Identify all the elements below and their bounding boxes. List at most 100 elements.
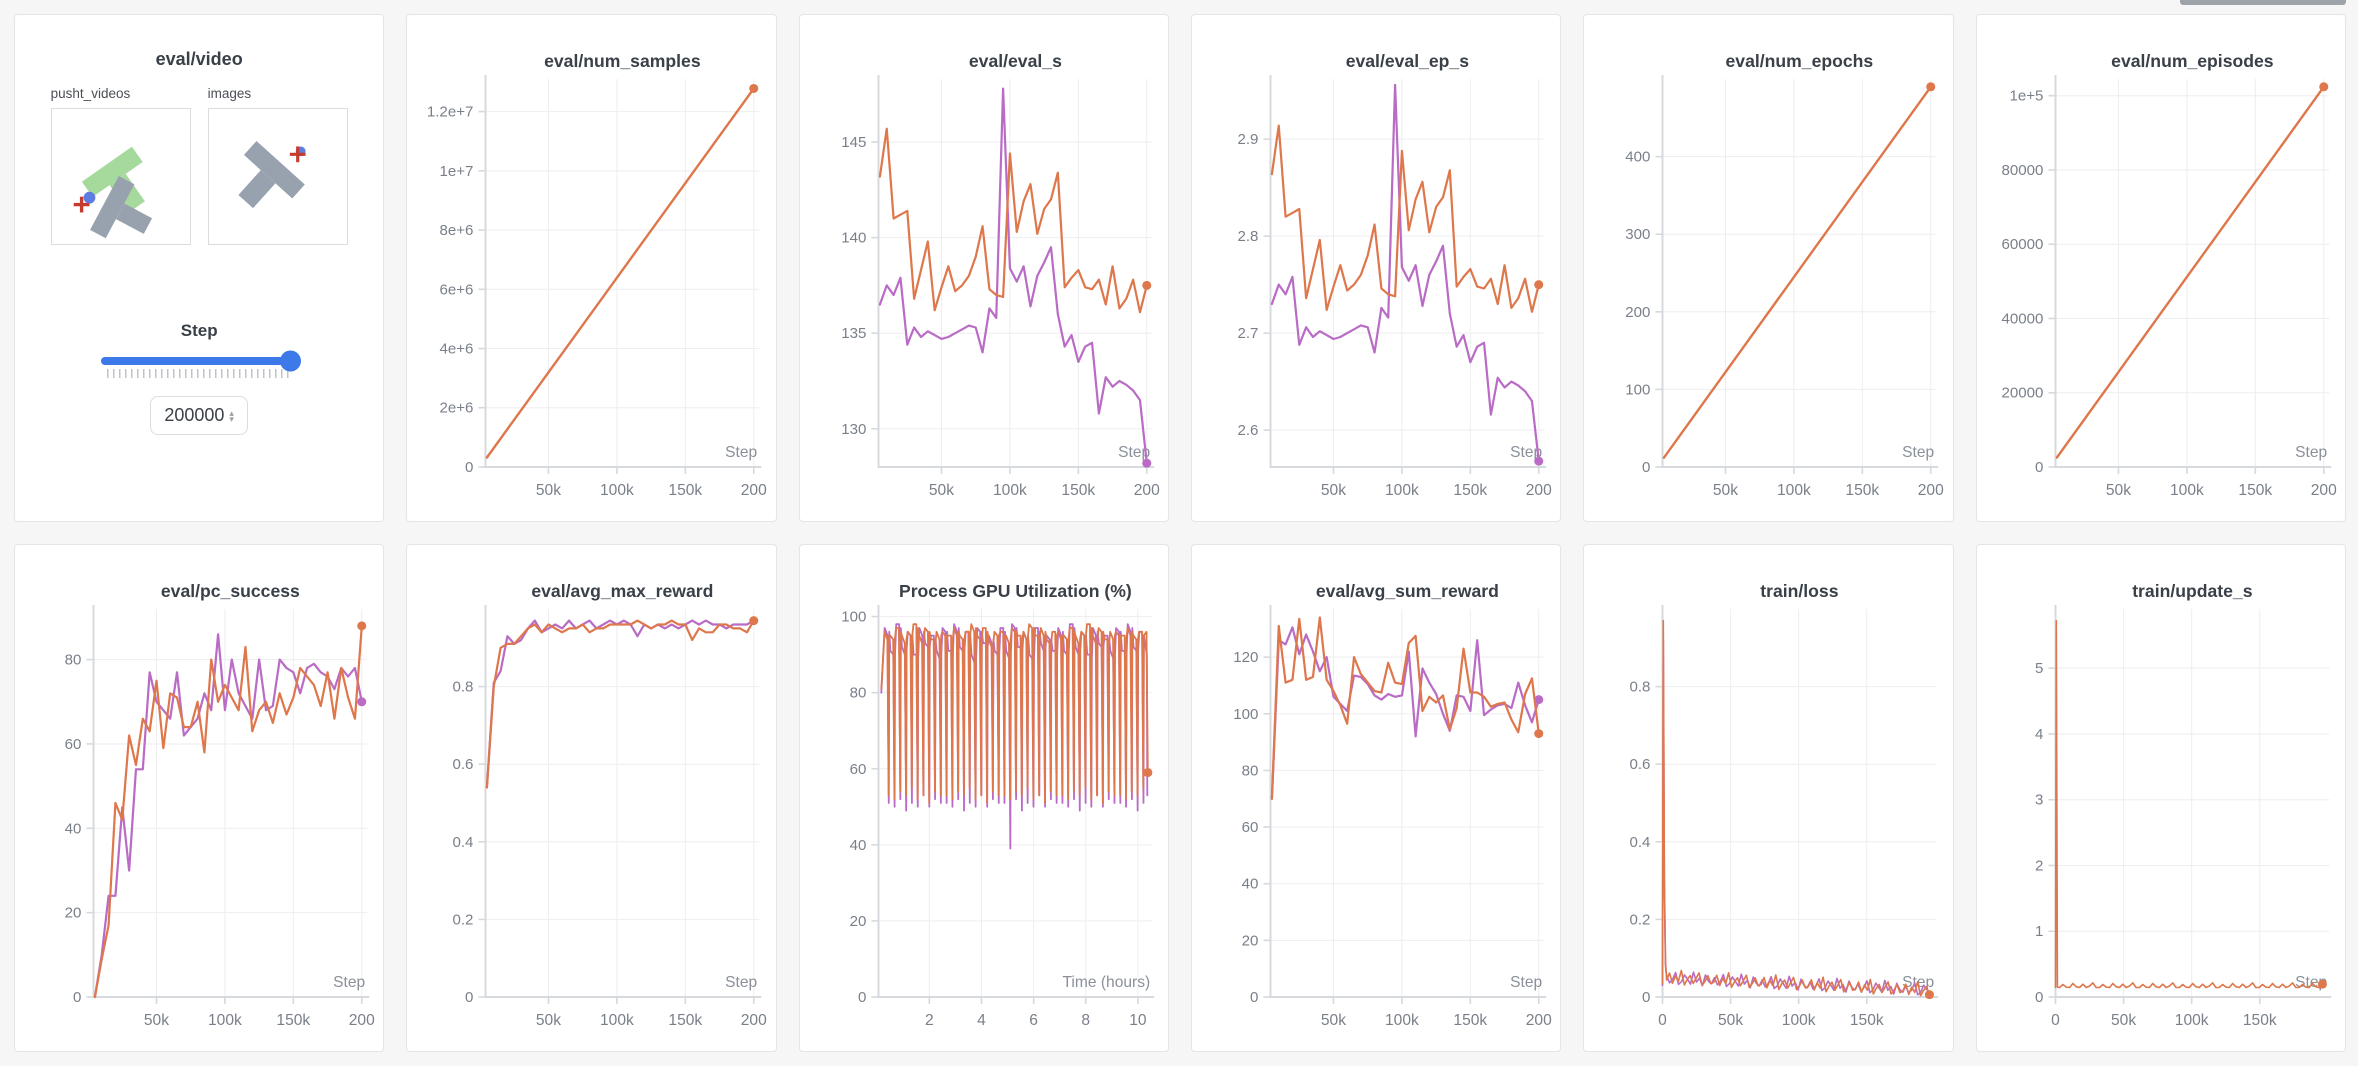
series-line-run-orange (486, 87, 756, 459)
axis-text: 0 (465, 989, 473, 1006)
axis-text: 2.8 (1237, 228, 1258, 245)
series-line-run-orange (1662, 619, 1931, 997)
axis-text: 100k (993, 482, 1027, 499)
axis-text: 120 (1233, 649, 1258, 666)
axis-text: 4e+6 (440, 341, 474, 358)
series-line-run-orange (878, 127, 1148, 314)
x-axis-label: Step (1118, 444, 1150, 461)
series-line-run-purple (1270, 626, 1540, 800)
axis-text: 0.6 (453, 756, 474, 773)
panel-eval-num-epochs[interactable]: eval/num_epochs 0 100 200 300 400 50k 100k 150k 2… (1583, 14, 1954, 522)
axis-text: 2e+6 (440, 400, 474, 417)
chart-canvas: eval/avg_max_reward 0 0.2 0.4 0.6 0.8 50k 100k 1… (453, 581, 768, 1029)
axis-text: 60 (849, 761, 866, 778)
step-value: 200000 (164, 405, 225, 425)
panel-grid: eval/video pusht_videos (14, 14, 2346, 1052)
axis-text: 0 (858, 989, 866, 1006)
step-input-spinner[interactable]: ▴ ▾ (229, 407, 234, 424)
target-cross (289, 146, 306, 163)
step-slider-thumb[interactable] (280, 350, 302, 372)
decrement-icon[interactable]: ▾ (229, 413, 234, 424)
axis-text: 50k (536, 1012, 561, 1029)
axis-text: 400 (1626, 149, 1651, 166)
axis-text: 150k (1850, 1012, 1884, 1029)
chart-canvas: eval/avg_sum_reward 0 20 40 60 80 100 120 50k 100… (1233, 581, 1552, 1029)
chart-title: eval/num_epochs (1726, 51, 1874, 71)
axis-text: 1e+7 (440, 163, 474, 180)
horizontal-scrollbar-thumb[interactable] (2180, 0, 2346, 5)
panel-train-update-s[interactable]: train/update_s 0 1 2 3 4 5 0 50k 100k 150k Step (1975, 544, 2346, 1052)
series-end-dot-run-orange (1925, 990, 1935, 1000)
axis-text: 150k (1453, 1012, 1487, 1029)
axis-text: 60000 (2001, 236, 2043, 253)
x-axis-label: Time (hours) (1062, 974, 1150, 991)
chart-canvas: eval/num_samples 0 2e+6 4e+6 6e+6 8e+6 1e+7 1.2… (427, 51, 767, 499)
axis-text: 1 (2035, 923, 2043, 940)
series-end-dot-run-orange (749, 83, 759, 93)
series-end-dot-run-purple (1141, 458, 1151, 468)
x-axis-label: Step (725, 444, 757, 461)
media-caption: images (207, 86, 252, 101)
chart-canvas: eval/eval_ep_s 2.6 2.7 2.8 2.9 50k 100k 150k 200… (1237, 51, 1552, 499)
chart-title: train/update_s (2132, 581, 2253, 601)
axis-text: 10 (1129, 1012, 1147, 1029)
series-end-dot-run-orange (1534, 280, 1544, 290)
axis-text: 150k (2238, 482, 2272, 499)
axis-text: 200 (741, 1012, 767, 1029)
panel-eval-avg-max-reward[interactable]: eval/avg_max_reward 0 0.2 0.4 0.6 0.8 50k 100k 1… (406, 544, 777, 1052)
axis-text: 100k (600, 482, 634, 499)
increment-icon[interactable]: ▴ (229, 407, 234, 418)
axis-text: 2.7 (1237, 325, 1258, 342)
axis-text: 200 (1526, 482, 1552, 499)
step-slider-ruler (107, 369, 292, 378)
series-line-run-orange (1270, 124, 1540, 313)
panel-process-gpu-utilization-[interactable]: Process GPU Utilization (%) 0 20 40 60 80 100 2… (798, 544, 1169, 1052)
axis-text: 2.6 (1237, 422, 1258, 439)
axis-text: 150k (2243, 1012, 2277, 1029)
chart-title: eval/num_samples (544, 51, 701, 71)
chart-canvas: eval/eval_s 130 135 140 145 50k 100k 150k 200 Ste… (841, 51, 1160, 499)
series-line-run-purple (1662, 639, 1928, 996)
step-value-input[interactable]: 200000 ▴ ▾ (150, 396, 249, 435)
axis-text: 200 (741, 482, 767, 499)
chart-canvas: eval/num_episodes 0 20000 40000 60000 80000 1e… (2001, 51, 2337, 499)
series-line-run-orange (1270, 616, 1540, 800)
axis-text: 50k (929, 482, 954, 499)
x-axis-label: Step (725, 974, 757, 991)
panel-title: eval/video (155, 49, 243, 69)
images-thumbnail[interactable] (207, 108, 348, 245)
series-end-dot-run-orange (357, 621, 367, 631)
axis-text: 80 (65, 652, 82, 669)
panel-train-loss[interactable]: train/loss 0 0.2 0.4 0.6 0.8 0 50k 100k 150k Step (1583, 544, 1954, 1052)
axis-text: 60 (1242, 819, 1259, 836)
axis-text: 100k (1782, 1012, 1816, 1029)
panel-eval-num-episodes[interactable]: eval/num_episodes 0 20000 40000 60000 80000 1e… (1975, 14, 2346, 522)
axis-text: 300 (1626, 226, 1651, 243)
panel-eval-num-samples[interactable]: eval/num_samples 0 2e+6 4e+6 6e+6 8e+6 1e+7 1.2… (406, 14, 777, 522)
step-slider[interactable] (101, 350, 302, 372)
axis-text: 150k (1846, 482, 1880, 499)
pusht-video-thumbnail[interactable] (50, 108, 191, 245)
series-end-dot-run-orange (1142, 768, 1152, 778)
panel-eval-eval-s[interactable]: eval/eval_s 130 135 140 145 50k 100k 150k 200 Ste… (798, 14, 1169, 522)
panel-eval-pc-success[interactable]: eval/pc_success 0 20 40 60 80 50k 100k 150k 200 St… (14, 544, 385, 1052)
chart-canvas: eval/pc_success 0 20 40 60 80 50k 100k 150k 200 St… (65, 581, 375, 1029)
axis-text: 130 (841, 421, 866, 438)
x-axis-label: Step (333, 974, 365, 991)
chart-title: eval/avg_max_reward (532, 581, 714, 601)
series-line-run-purple (486, 619, 756, 789)
x-axis-label: Step (2295, 444, 2327, 461)
chart-title: eval/eval_ep_s (1346, 51, 1470, 71)
panel-eval-avg-sum-reward[interactable]: eval/avg_sum_reward 0 20 40 60 80 100 120 50k 100… (1191, 544, 1562, 1052)
axis-text: 50k (536, 482, 561, 499)
panel-eval-eval-ep-s[interactable]: eval/eval_ep_s 2.6 2.7 2.8 2.9 50k 100k 150k 200… (1191, 14, 1562, 522)
axis-text: 2.9 (1237, 131, 1258, 148)
axis-text: 200 (2310, 482, 2336, 499)
axis-text: 50k (1718, 1012, 1743, 1029)
axis-text: 200 (349, 1012, 375, 1029)
axis-text: 40 (1242, 876, 1259, 893)
panel-eval-video[interactable]: eval/video pusht_videos (14, 14, 385, 522)
axis-text: 80 (1242, 762, 1259, 779)
